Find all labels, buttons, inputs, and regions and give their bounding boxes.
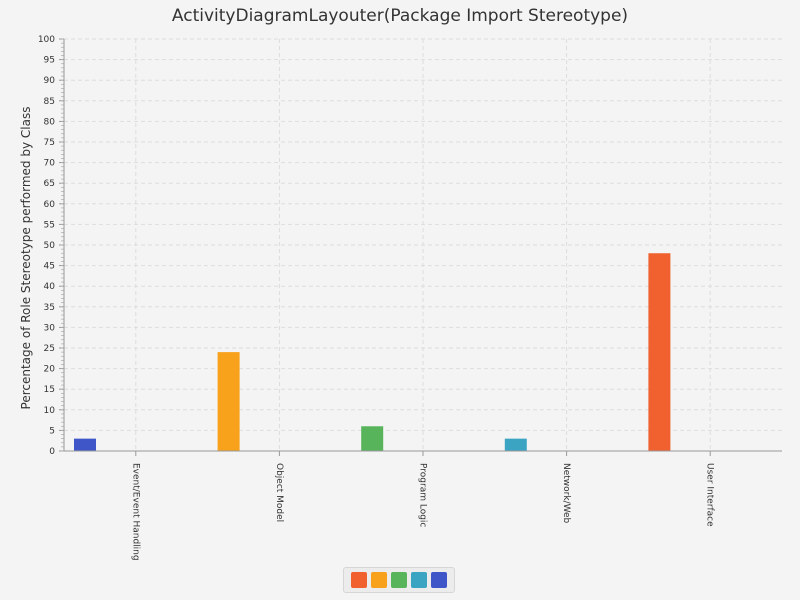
y-tick-label: 85 (44, 97, 55, 107)
y-tick-label: 40 (44, 282, 56, 292)
axes-layer (59, 38, 782, 456)
chart-title: ActivityDiagramLayouter(Package Import S… (171, 6, 629, 26)
y-tick-label: 65 (44, 179, 55, 189)
legend-swatch-1 (371, 572, 387, 588)
grid-layer (64, 38, 782, 451)
y-tick-label: 60 (44, 200, 56, 210)
x-category-label: Event/Event Handling (130, 463, 140, 561)
y-tick-label: 0 (49, 447, 55, 457)
x-category-label: Network/Web (561, 463, 571, 524)
y-tick-label: 50 (44, 241, 56, 251)
y-tick-label: 90 (44, 76, 56, 86)
y-tick-label: 25 (44, 344, 55, 354)
y-tick-label: 75 (44, 138, 55, 148)
bar-0 (74, 438, 96, 451)
bars-layer (74, 253, 671, 451)
y-tick-label: 10 (44, 406, 56, 416)
y-tick-label: 20 (44, 365, 56, 375)
bar-2 (361, 426, 384, 451)
labels-layer: 0 5 10 15 20 25 30 35 40 45 50 55 60 65 70 75 80 85 90 95 10… (38, 35, 715, 561)
y-tick-label: 30 (44, 323, 56, 333)
x-category-label: Object Model (274, 463, 284, 522)
legend-swatch-3 (411, 572, 427, 588)
legend-swatch-2 (391, 572, 407, 588)
legend (343, 567, 455, 593)
y-tick-label: 35 (44, 303, 55, 313)
y-tick-label: 95 (44, 56, 55, 66)
y-tick-label: 45 (44, 262, 55, 272)
y-tick-label: 100 (38, 35, 55, 45)
x-category-label: Program Logic (418, 463, 428, 527)
x-category-label: User Interface (705, 463, 715, 527)
y-tick-label: 15 (44, 385, 55, 395)
y-tick-label: 5 (49, 426, 55, 436)
legend-swatch-4 (431, 572, 447, 588)
legend-swatch-0 (351, 572, 367, 588)
y-tick-label: 80 (44, 117, 56, 127)
y-tick-label: 70 (44, 159, 56, 169)
bar-1 (217, 352, 240, 451)
y-tick-label: 55 (44, 220, 55, 230)
bar-3 (504, 438, 527, 451)
bar-4 (648, 253, 671, 451)
